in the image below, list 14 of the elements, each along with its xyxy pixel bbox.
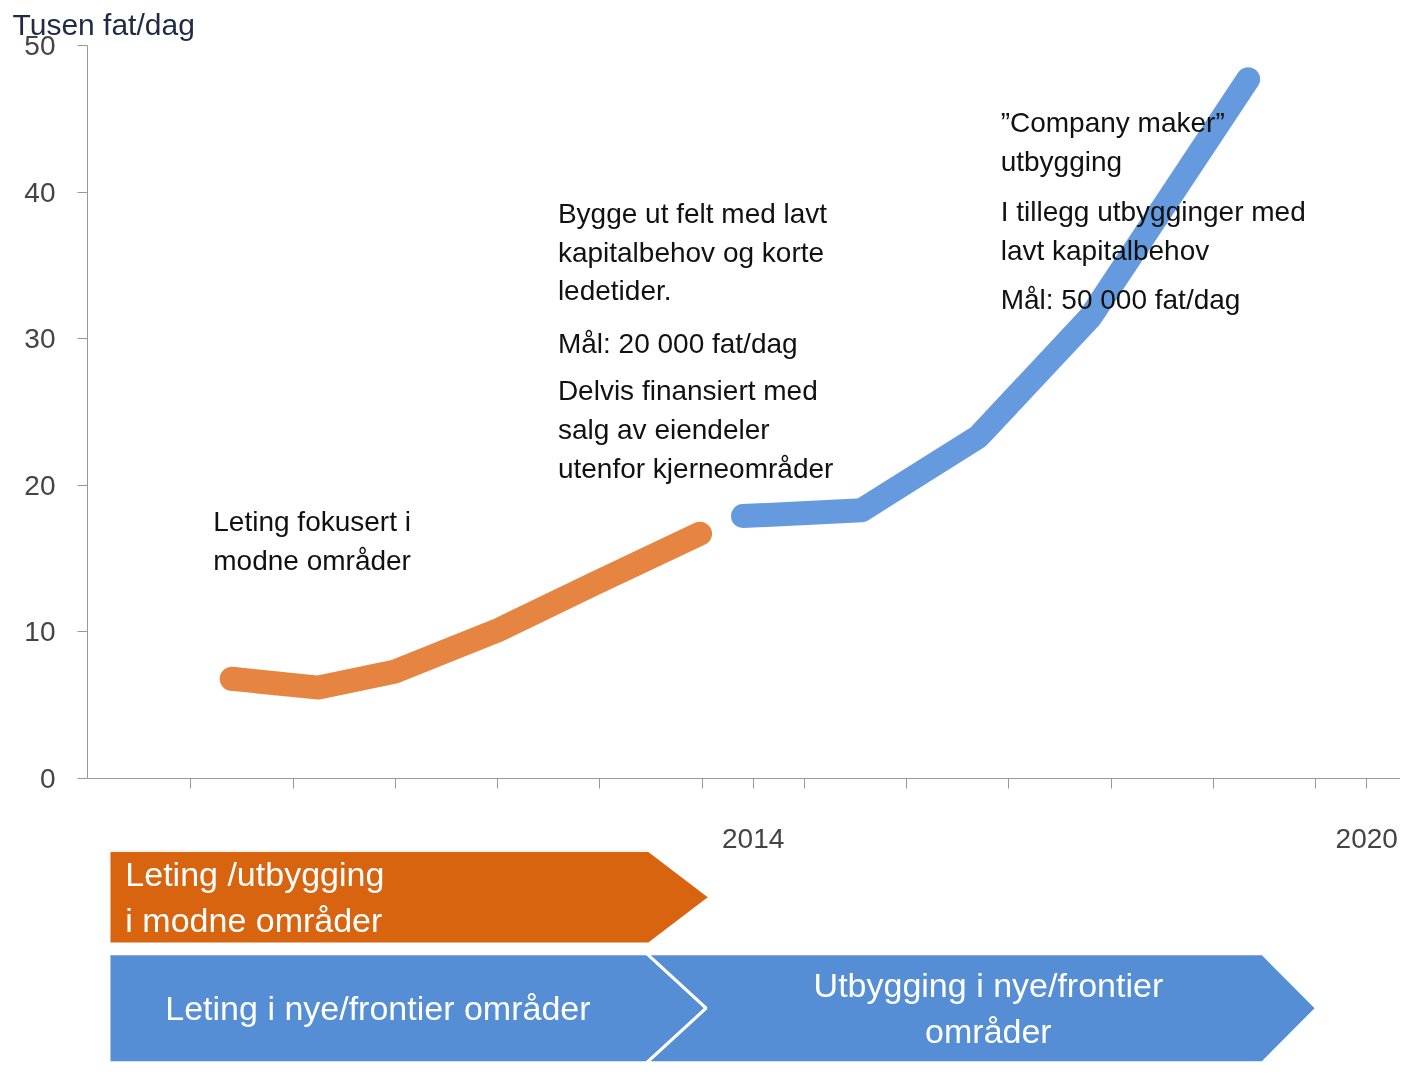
y-tick-label: 30 bbox=[24, 323, 56, 355]
text: Leting i nye/frontier områder bbox=[165, 989, 591, 1028]
y-tick-label: 40 bbox=[24, 176, 56, 208]
x-tick-label: 2014 bbox=[722, 822, 785, 854]
annotation: Leting fokusert i modne områder bbox=[213, 505, 411, 576]
annotation: Delvis finansiert med salg av eiendeler utenfor kjerneområder bbox=[557, 375, 834, 484]
text: Utbygging i nye/frontier områder bbox=[813, 966, 1164, 1050]
y-tick-label: 10 bbox=[24, 616, 56, 648]
x-tick-label: 2020 bbox=[1335, 822, 1398, 854]
annotation: Bygge ut felt med lavt kapitalbehov og korte ledetider. bbox=[557, 197, 828, 307]
y-tick-label: 0 bbox=[39, 763, 56, 794]
y-tick-label: 20 bbox=[24, 469, 56, 501]
text: Leting /utbygging i modne områder bbox=[125, 855, 385, 940]
annotation: Mål: 20 000 fat/dag bbox=[557, 328, 798, 360]
